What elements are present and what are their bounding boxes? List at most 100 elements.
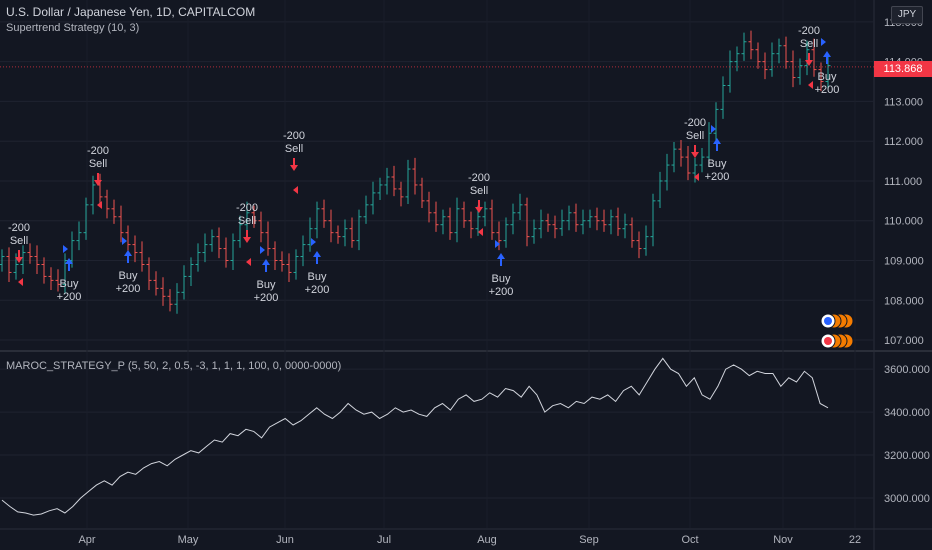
candle — [769, 42, 775, 77]
candle — [342, 219, 348, 247]
sell-qty-label: -200 — [283, 130, 305, 142]
candle — [419, 177, 425, 209]
candle — [531, 219, 537, 244]
buy-arrow-head — [313, 251, 321, 257]
candle — [377, 177, 383, 201]
candle — [622, 213, 628, 239]
sell-marker — [97, 201, 102, 209]
y-tick-label: 112.000 — [884, 136, 923, 148]
sell-arrow-head — [475, 207, 483, 213]
buy-text-label: Buy — [708, 158, 727, 170]
candle — [83, 197, 89, 240]
buy-text-label: Buy — [119, 270, 138, 282]
sell-arrow-head — [805, 60, 813, 66]
buy-signal: Buy+200 — [489, 240, 513, 298]
symbol-title[interactable]: U.S. Dollar / Japanese Yen, 1D, CAPITALC… — [6, 5, 256, 19]
candle — [41, 257, 47, 284]
currency-badge[interactable]: JPY — [891, 6, 923, 24]
candle — [440, 209, 446, 235]
candle — [790, 50, 796, 88]
candle — [76, 221, 82, 251]
buy-signal: Buy+200 — [57, 245, 82, 303]
buy-arrow-head — [65, 258, 73, 264]
candle — [580, 209, 586, 235]
candle — [454, 197, 460, 243]
candle — [643, 225, 649, 256]
candle — [412, 157, 418, 195]
candle — [748, 30, 754, 60]
candle — [615, 207, 621, 236]
indicator-y-tick-label: 3000.000 — [884, 493, 930, 505]
candle — [398, 181, 404, 207]
candle — [223, 237, 229, 268]
candle — [335, 225, 341, 244]
candle — [783, 36, 789, 69]
candle — [776, 38, 782, 64]
sell-marker — [478, 228, 483, 236]
strategy-label[interactable]: Supertrend Strategy (10, 3) — [6, 22, 140, 34]
candle — [153, 271, 159, 296]
candle — [272, 241, 278, 271]
buy-qty-label: +200 — [57, 291, 82, 303]
buy-signal: Buy+200 — [254, 246, 279, 304]
sell-marker — [694, 173, 699, 181]
candle — [552, 215, 558, 239]
y-tick-label: 107.000 — [884, 335, 924, 347]
candle — [181, 265, 187, 300]
candle — [90, 175, 96, 215]
candle — [608, 209, 614, 235]
sell-text-label: Sell — [238, 215, 256, 227]
candle — [167, 289, 173, 312]
x-tick-label: Jun — [276, 534, 294, 546]
indicator-y-tick-label: 3200.000 — [884, 450, 930, 462]
y-tick-label: 109.000 — [884, 256, 924, 268]
candle — [55, 269, 61, 292]
x-tick-label: May — [178, 534, 199, 546]
candle — [363, 195, 369, 224]
candle — [391, 165, 397, 197]
buy-qty-label: +200 — [305, 284, 330, 296]
event-flag-icon — [824, 317, 832, 325]
candle — [34, 245, 40, 275]
candle — [482, 201, 488, 227]
candle — [111, 199, 117, 224]
indicator-y-tick-label: 3600.000 — [884, 364, 930, 376]
candle — [195, 243, 201, 272]
x-tick-label: 22 — [849, 534, 861, 546]
sell-qty-label: -200 — [798, 25, 820, 37]
candle — [356, 209, 362, 251]
candle — [762, 52, 768, 80]
buy-qty-label: +200 — [815, 84, 840, 96]
candle — [727, 50, 733, 93]
candle — [489, 199, 495, 240]
candle — [559, 209, 565, 236]
candle — [118, 205, 124, 243]
sell-arrow-head — [94, 180, 102, 186]
buy-qty-label: +200 — [705, 171, 730, 183]
candle — [244, 201, 250, 235]
candle — [517, 193, 523, 220]
candle — [629, 217, 635, 248]
candle — [20, 245, 26, 275]
buy-signal: Buy+200 — [116, 237, 141, 295]
y-tick-label: 110.000 — [884, 216, 923, 228]
sell-arrow-head — [290, 165, 298, 171]
x-tick-label: Oct — [681, 534, 698, 546]
candle — [6, 247, 12, 282]
sell-qty-label: -200 — [468, 172, 490, 184]
buy-arrow-head — [497, 253, 505, 259]
candle — [566, 205, 572, 231]
buy-text-label: Buy — [60, 278, 79, 290]
candle — [104, 189, 110, 219]
x-tick-label: Sep — [579, 534, 599, 546]
buy-qty-label: +200 — [254, 292, 279, 304]
candle — [671, 141, 677, 173]
buy-qty-label: +200 — [116, 283, 141, 295]
sell-marker — [18, 278, 23, 286]
candle — [433, 201, 439, 232]
candle — [237, 215, 243, 248]
indicator-label[interactable]: MAROC_STRATEGY_P (5, 50, 2, 0.5, -3, 1, … — [6, 360, 342, 372]
